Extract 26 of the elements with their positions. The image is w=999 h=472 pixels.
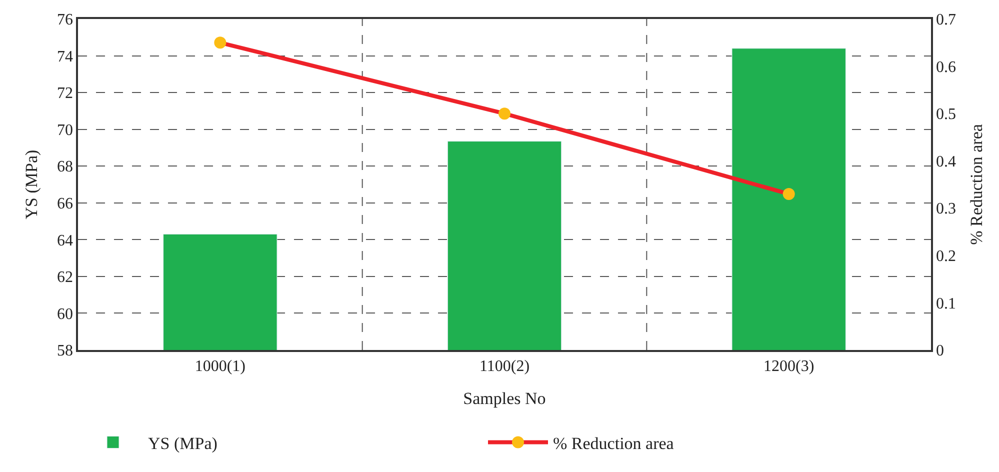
y2-tick-label: 0.3 [936, 200, 956, 218]
x-tick-label: 1100(2) [479, 358, 530, 375]
y-tick-label: 60 [57, 306, 74, 323]
y2-tick-label: 0.4 [936, 153, 956, 170]
y-tick-label: 72 [57, 85, 74, 102]
y2-tick-label: 0.7 [936, 12, 956, 29]
x-tick-label: 1000(1) [194, 358, 246, 375]
x-axis-title: Samples No [463, 388, 546, 408]
y-tick-label: 66 [57, 195, 74, 212]
y-tick-label: 70 [57, 122, 74, 139]
y-axis-title: YS (MPa) [22, 150, 42, 220]
legend-label: % Reduction area [553, 434, 674, 453]
y-tick-label: 58 [57, 342, 74, 360]
y2-tick-label: 0.2 [936, 248, 956, 266]
y-tick-label: 68 [57, 158, 74, 176]
y-tick-label: 62 [57, 269, 74, 286]
y-tick-label: 64 [57, 232, 74, 250]
y2-tick-label: 0.1 [936, 295, 956, 312]
y-tick-label: 76 [57, 12, 74, 29]
y2-axis-title: % Reduction area [966, 124, 986, 245]
x-tick-label: 1200(3) [764, 358, 814, 375]
y2-tick-label: 0.6 [936, 58, 956, 76]
legend-label: YS (MPa) [148, 434, 218, 453]
y2-tick-label: 0 [936, 342, 944, 360]
y2-tick-label: 0.5 [936, 106, 956, 124]
y-tick-label: 74 [57, 48, 74, 66]
